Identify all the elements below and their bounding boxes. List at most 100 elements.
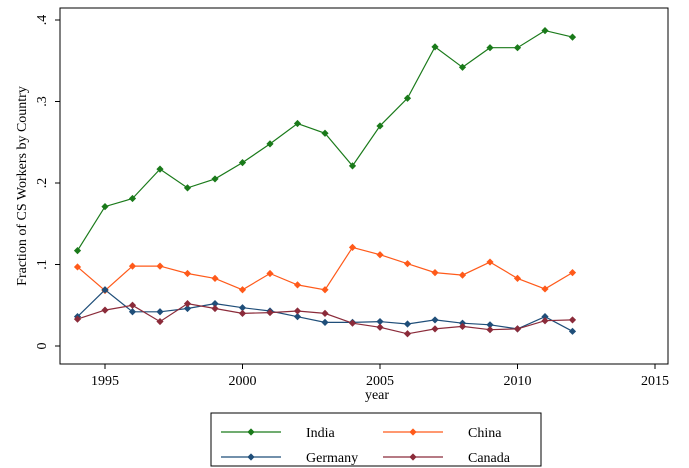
data-point-india: [73, 247, 82, 255]
data-point-germany: [403, 320, 412, 328]
data-point-india: [348, 162, 357, 170]
legend-label: India: [306, 426, 336, 441]
y-axis-title: Fraction of CS Workers by Country: [15, 86, 30, 286]
data-point-germany: [128, 308, 137, 316]
series-india: [73, 26, 577, 255]
legend-item-germany: Germany: [221, 451, 358, 466]
data-point-china: [486, 258, 494, 266]
data-point-canada: [183, 300, 192, 308]
data-point-china: [513, 274, 522, 282]
data-point-india: [376, 122, 384, 130]
data-point-india: [458, 63, 467, 71]
data-point-canada: [266, 308, 274, 317]
x-tick-label: 2010: [504, 374, 532, 389]
x-tick-label: 2015: [641, 374, 669, 389]
data-point-germany: [101, 286, 109, 294]
data-point-india: [101, 203, 109, 211]
series-germany: [73, 286, 577, 335]
data-point-india: [403, 94, 412, 102]
data-point-canada: [101, 306, 109, 314]
data-point-china: [403, 260, 412, 268]
data-point-china: [568, 269, 577, 277]
y-axis-title-group: Fraction of CS Workers by Country: [15, 86, 30, 286]
data-point-canada: [376, 323, 384, 331]
data-point-china: [541, 285, 549, 293]
data-point-india: [238, 159, 247, 167]
data-point-china: [183, 269, 192, 278]
data-point-germany: [211, 300, 219, 308]
legend-item-china: China: [383, 426, 502, 441]
data-point-germany: [568, 327, 577, 335]
data-point-india: [431, 43, 439, 51]
data-point-canada: [541, 317, 549, 325]
data-point-india: [486, 44, 494, 52]
x-tick-label: 2000: [229, 374, 257, 389]
data-point-canada: [73, 315, 82, 323]
data-point-china: [266, 269, 274, 278]
axes: 0 .1 .2 .3 .4 1995 2000 2005 2010 2015: [35, 7, 669, 389]
data-point-canada: [486, 326, 494, 334]
series-line-china: [77, 246, 573, 292]
data-point-germany: [183, 304, 192, 313]
data-point-germany: [321, 318, 329, 326]
data-point-canada: [238, 309, 247, 317]
legend-swatch-marker: [247, 428, 255, 436]
data-point-canada: [458, 322, 467, 331]
data-point-canada: [293, 307, 302, 315]
y-tick-label: .2: [35, 178, 50, 189]
y-tick-label: .3: [35, 96, 50, 107]
series-china: [73, 243, 577, 295]
series-canada: [73, 300, 577, 338]
data-point-germany: [486, 321, 494, 329]
data-point-india: [183, 184, 192, 192]
legend: India China Germany Canada: [210, 412, 542, 467]
data-point-china: [431, 269, 439, 277]
data-point-china: [293, 281, 302, 289]
data-point-germany: [293, 313, 302, 321]
legend-swatch-marker: [409, 453, 417, 461]
data-point-canada: [403, 330, 412, 338]
series-line-india: [76, 29, 573, 251]
data-point-india: [321, 129, 329, 137]
data-point-germany: [376, 317, 384, 326]
data-point-india: [128, 194, 137, 203]
data-point-canada: [431, 325, 439, 333]
data-point-india: [513, 44, 522, 52]
data-point-india: [156, 165, 164, 173]
data-point-canada: [568, 316, 577, 324]
data-point-canada: [211, 304, 219, 313]
data-point-india: [541, 26, 549, 35]
data-point-china: [211, 274, 219, 282]
y-tick-label: 0: [35, 343, 50, 350]
data-point-germany: [238, 304, 247, 312]
legend-swatch-marker: [409, 428, 417, 436]
data-point-china: [348, 243, 357, 251]
x-axis-title: year: [365, 388, 389, 403]
data-point-germany: [156, 308, 164, 316]
data-point-china: [73, 263, 82, 271]
data-point-germany: [541, 313, 549, 321]
data-point-canada: [513, 325, 522, 333]
y-tick-label: .4: [35, 15, 50, 26]
legend-label: Germany: [306, 451, 358, 466]
data-point-canada: [321, 309, 329, 317]
series-line-canada: [77, 302, 573, 335]
legend-item-canada: Canada: [383, 451, 511, 466]
legend-swatch-marker: [247, 453, 255, 461]
data-point-china: [458, 271, 467, 279]
y-tick-label: .1: [35, 259, 50, 270]
legend-label: Canada: [468, 451, 511, 466]
data-point-canada: [128, 301, 137, 309]
data-point-india: [568, 33, 577, 41]
legend-label: China: [468, 426, 502, 441]
data-point-germany: [431, 316, 439, 324]
data-point-canada: [348, 319, 357, 327]
data-point-india: [293, 119, 302, 128]
plot-frame: [59, 7, 669, 365]
data-point-india: [266, 140, 274, 148]
x-tick-label: 2005: [366, 374, 394, 389]
data-point-china: [156, 262, 164, 270]
data-point-china: [321, 286, 329, 294]
data-point-canada: [156, 317, 164, 326]
